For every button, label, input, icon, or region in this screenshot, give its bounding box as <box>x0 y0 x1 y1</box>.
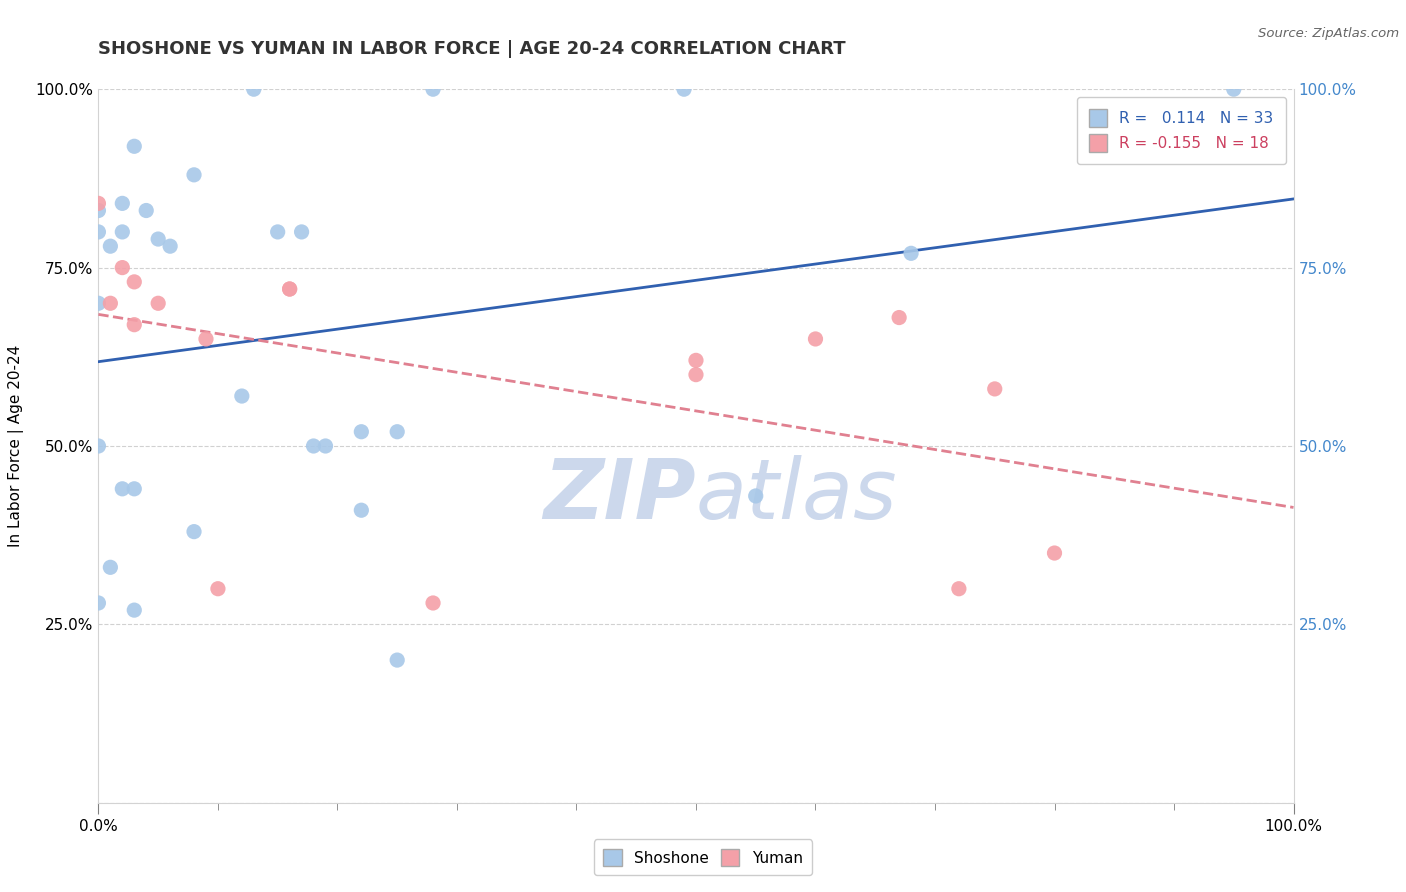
Point <box>159 239 181 253</box>
Point <box>183 168 205 182</box>
Point <box>889 310 911 325</box>
Legend: Shoshone, Yuman: Shoshone, Yuman <box>595 839 811 875</box>
Point <box>111 260 134 275</box>
Point <box>948 582 970 596</box>
Point <box>87 225 110 239</box>
Text: SHOSHONE VS YUMAN IN LABOR FORCE | AGE 20-24 CORRELATION CHART: SHOSHONE VS YUMAN IN LABOR FORCE | AGE 2… <box>98 40 846 58</box>
Point <box>984 382 1007 396</box>
Point <box>673 82 696 96</box>
Point <box>385 425 409 439</box>
Point <box>207 582 229 596</box>
Point <box>385 653 409 667</box>
Point <box>148 232 170 246</box>
Point <box>87 296 110 310</box>
Point <box>124 139 146 153</box>
Point <box>98 560 122 574</box>
Point <box>350 503 373 517</box>
Text: atlas: atlas <box>696 456 897 536</box>
Point <box>302 439 325 453</box>
Text: Source: ZipAtlas.com: Source: ZipAtlas.com <box>1258 27 1399 40</box>
Point <box>87 203 110 218</box>
Point <box>1043 546 1066 560</box>
Point <box>87 596 110 610</box>
Legend: R =   0.114   N = 33, R = -0.155   N = 18: R = 0.114 N = 33, R = -0.155 N = 18 <box>1077 97 1286 164</box>
Point <box>231 389 253 403</box>
Point <box>745 489 768 503</box>
Point <box>87 196 110 211</box>
Point <box>87 439 110 453</box>
Point <box>350 425 373 439</box>
Point <box>124 482 146 496</box>
Point <box>135 203 157 218</box>
Point <box>1222 82 1246 96</box>
Point <box>111 196 134 211</box>
Point <box>278 282 301 296</box>
Point <box>98 296 122 310</box>
Y-axis label: In Labor Force | Age 20-24: In Labor Force | Age 20-24 <box>8 345 24 547</box>
Point <box>278 282 301 296</box>
Point <box>148 296 170 310</box>
Point <box>194 332 218 346</box>
Point <box>804 332 827 346</box>
Point <box>243 82 266 96</box>
Point <box>291 225 314 239</box>
Point <box>124 275 146 289</box>
Point <box>98 239 122 253</box>
Point <box>183 524 205 539</box>
Point <box>124 318 146 332</box>
Point <box>685 353 707 368</box>
Point <box>315 439 337 453</box>
Point <box>124 603 146 617</box>
Point <box>111 225 134 239</box>
Point <box>267 225 290 239</box>
Point <box>900 246 922 260</box>
Point <box>422 82 444 96</box>
Text: ZIP: ZIP <box>543 456 696 536</box>
Point <box>685 368 707 382</box>
Point <box>422 596 444 610</box>
Point <box>111 482 134 496</box>
